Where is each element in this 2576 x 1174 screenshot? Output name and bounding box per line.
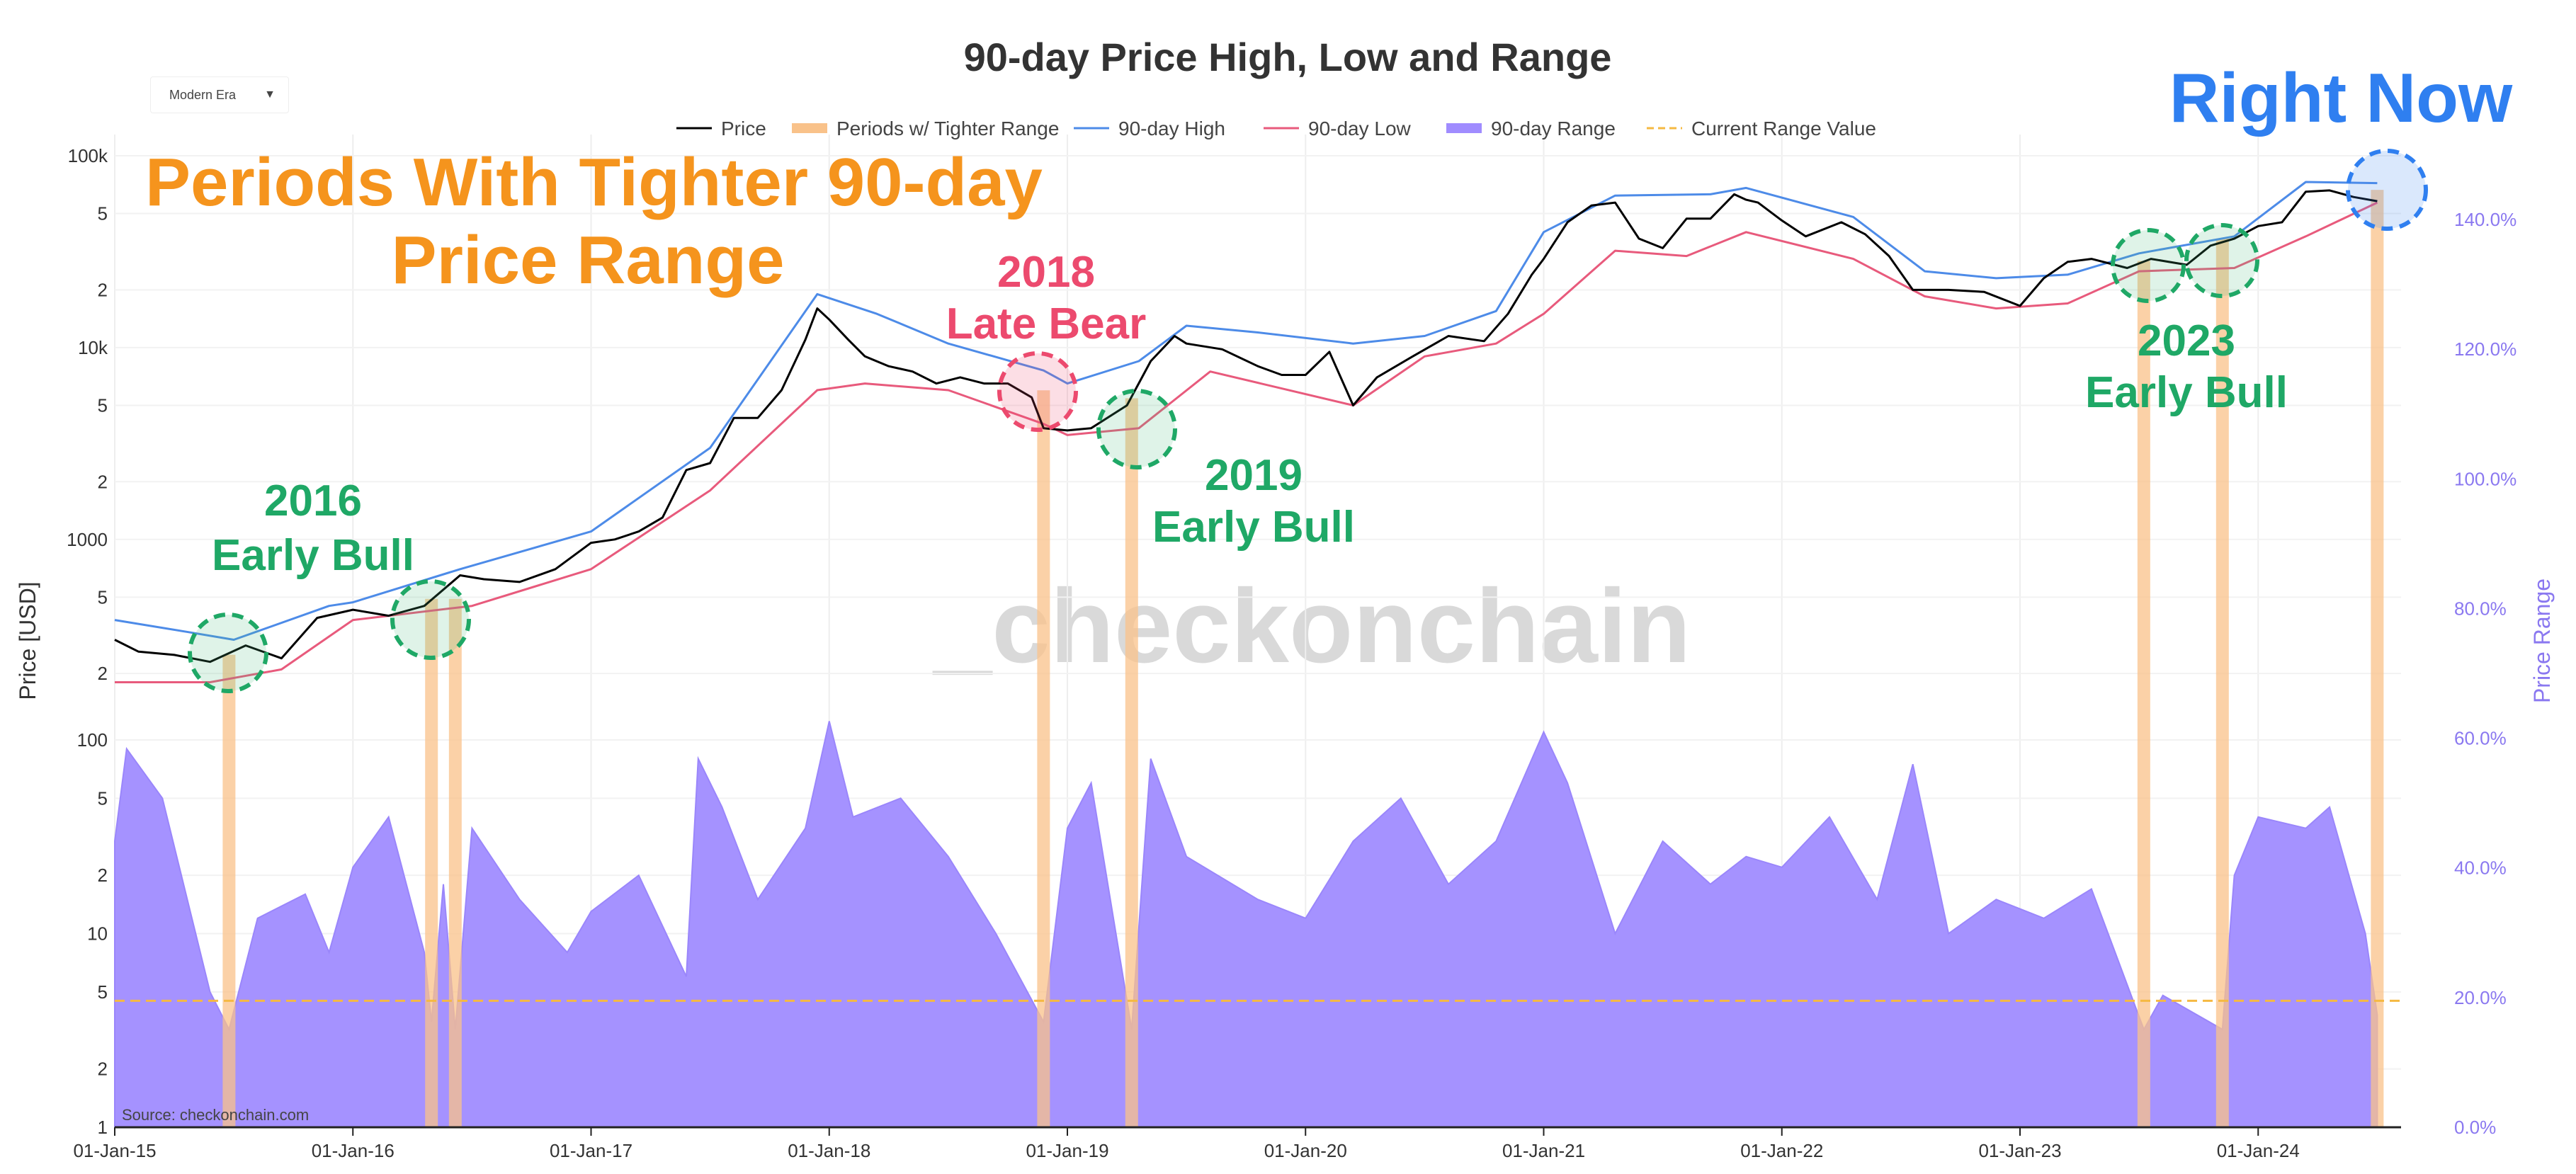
era-select-value: Modern Era — [169, 87, 237, 102]
y-right-tick-label: 0.0% — [2454, 1117, 2496, 1138]
tighter-range-band — [2137, 261, 2150, 1127]
y-tick-label: 100 — [77, 729, 108, 751]
watermark: _checkonchain — [932, 568, 1691, 685]
tighter-range-band — [425, 598, 438, 1127]
annotation-2019-year: 2019 — [1205, 451, 1303, 500]
tighter-range-band — [1125, 398, 1138, 1127]
legend: Price Periods w/ Tighter Range 90-day High… — [676, 118, 1876, 139]
tighter-range-band — [1037, 390, 1050, 1128]
annotation-2016-year: 2016 — [264, 477, 362, 525]
y-tick-label: 10 — [87, 923, 108, 945]
annotation-tighter-line1: Periods With Tighter 90-day — [145, 144, 1043, 220]
y-right-tick-label: 100.0% — [2454, 468, 2517, 489]
annotation-2018-label: Late Bear — [946, 300, 1147, 348]
y-axis-range-ticks: 1 2 5 10 2 5 100 — [77, 729, 108, 1138]
y-tick-label: 5 — [98, 981, 108, 1003]
x-axis-ticks: 01-Jan-15 01-Jan-16 01-Jan-17 01-Jan-18 01-J… — [73, 1127, 2300, 1161]
y-tick-label: 5 — [98, 394, 108, 416]
x-tick-label: 01-Jan-20 — [1264, 1140, 1347, 1161]
circle-2019 — [1096, 389, 1177, 469]
legend-label: Price — [721, 118, 766, 139]
annotation-2023-label: Early Bull — [2085, 368, 2288, 417]
y-tick-label: 5 — [98, 586, 108, 608]
x-tick-label: 01-Jan-18 — [788, 1140, 870, 1161]
circle-2023a — [2111, 228, 2186, 303]
legend-label: 90-day Range — [1491, 118, 1616, 139]
series-line-90-day-high — [114, 181, 2378, 641]
y-axis-right-ticks: 0.0% 20.0% 40.0% 60.0% 80.0% 100.0% 120.0% 140.… — [2454, 209, 2517, 1138]
source-label: Source: checkonchain.com — [122, 1106, 309, 1124]
legend-label: 90-day Low — [1308, 118, 1412, 139]
y-right-tick-label: 140.0% — [2454, 209, 2517, 230]
x-tick-label: 01-Jan-19 — [1026, 1140, 1108, 1161]
highlight-circles — [188, 149, 2428, 693]
annotation-2018-year: 2018 — [997, 248, 1095, 297]
chevron-down-icon: ▼ — [264, 89, 276, 101]
tighter-range-band — [222, 654, 236, 1127]
annotation-tighter-line2: Price Range — [392, 222, 785, 298]
x-tick-label: 01-Jan-17 — [550, 1140, 632, 1161]
y-tick-label: 2 — [98, 1059, 108, 1080]
y-axis-right-label: Price Range — [2529, 579, 2555, 703]
circle-2018 — [997, 351, 1078, 432]
series-line-price — [114, 189, 2378, 663]
y-tick-label: 100k — [68, 145, 108, 166]
y-axis-price-ticks: 2 5 1000 2 5 10k 2 5 100k — [67, 145, 108, 684]
circle-2015 — [188, 612, 268, 693]
y-tick-label: 2 — [98, 279, 108, 300]
tighter-range-band — [2371, 190, 2384, 1127]
legend-label: 90-day High — [1118, 118, 1225, 139]
y-tick-label: 2 — [98, 865, 108, 886]
x-tick-label: 01-Jan-16 — [312, 1140, 395, 1161]
legend-swatch — [1446, 123, 1482, 133]
annotation-2019-label: Early Bull — [1152, 503, 1355, 552]
x-tick-label: 01-Jan-23 — [1978, 1140, 2061, 1161]
tighter-range-bands — [222, 190, 2384, 1128]
y-right-tick-label: 80.0% — [2454, 598, 2507, 619]
y-axis-left-label: Price [USD] — [15, 581, 40, 700]
y-right-tick-label: 40.0% — [2454, 857, 2507, 879]
y-tick-label: 5 — [98, 787, 108, 809]
annotation-right-now: Right Now — [2169, 59, 2513, 137]
y-tick-label: 10k — [78, 337, 108, 358]
chart-title: 90-day Price High, Low and Range — [964, 35, 1612, 79]
annotations: Periods With Tighter 90-day Price Range … — [145, 59, 2513, 580]
y-right-tick-label: 20.0% — [2454, 987, 2507, 1008]
circle-right-now — [2346, 149, 2428, 231]
y-tick-label: 2 — [98, 471, 108, 492]
tighter-range-band — [2215, 238, 2229, 1128]
x-tick-label: 01-Jan-21 — [1502, 1140, 1585, 1161]
price-lines — [114, 181, 2378, 683]
x-tick-label: 01-Jan-24 — [2217, 1140, 2300, 1161]
legend-label: Periods w/ Tighter Range — [836, 118, 1059, 139]
x-tick-label: 01-Jan-22 — [1740, 1140, 1823, 1161]
y-tick-label: 1 — [98, 1117, 108, 1138]
legend-swatch — [792, 123, 827, 133]
y-tick-label: 1000 — [67, 529, 108, 550]
y-tick-label: 5 — [98, 203, 108, 224]
y-tick-label: 2 — [98, 663, 108, 684]
circle-2016 — [390, 579, 471, 660]
annotation-2016-label: Early Bull — [212, 531, 414, 580]
x-tick-label: 01-Jan-15 — [73, 1140, 156, 1161]
y-right-tick-label: 120.0% — [2454, 338, 2517, 360]
tighter-range-band — [448, 598, 462, 1127]
era-select[interactable]: Modern Era ▼ — [150, 76, 289, 113]
watermark-text: _checkonchain — [932, 568, 1691, 685]
legend-label: Current Range Value — [1691, 118, 1876, 139]
circle-2023b — [2184, 223, 2259, 298]
annotation-2023-year: 2023 — [2138, 317, 2235, 365]
y-right-tick-label: 60.0% — [2454, 728, 2507, 749]
